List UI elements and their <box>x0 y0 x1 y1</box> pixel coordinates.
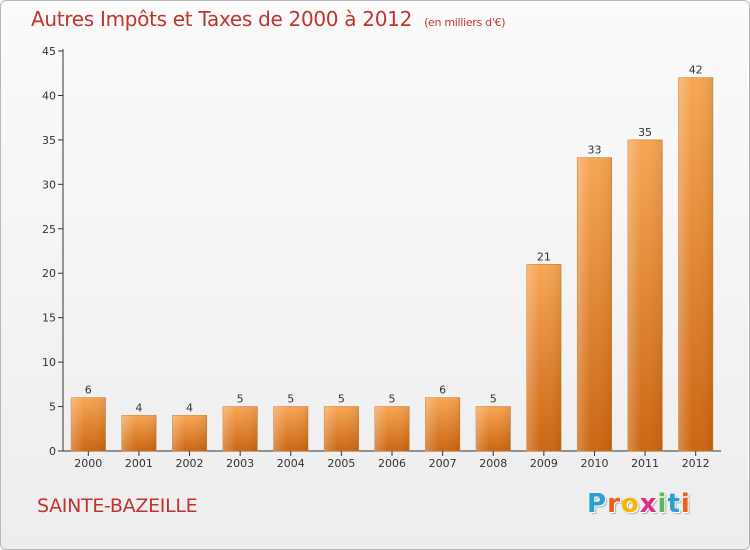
bar-shine <box>71 397 106 451</box>
x-tick-label: 2009 <box>530 457 558 470</box>
bar-shine <box>273 406 308 451</box>
bar-shine <box>678 77 713 452</box>
x-tick-label: 2004 <box>277 457 305 470</box>
commune-name: SAINTE-BAZEILLE <box>37 495 198 517</box>
chart-title-unit: (en milliers d'€) <box>424 16 506 29</box>
bar-value-label: 5 <box>389 393 396 406</box>
y-tick-label: 40 <box>42 89 56 102</box>
bar-value-label: 4 <box>186 401 193 414</box>
x-tick-label: 2003 <box>226 457 254 470</box>
y-tick-label: 30 <box>42 178 56 191</box>
y-tick-label: 35 <box>42 134 56 147</box>
chart-title-main: Autres Impôts et Taxes de 2000 à 2012 <box>31 7 412 31</box>
proxiti-logo: Proxiti <box>587 489 691 519</box>
x-tick-label: 2012 <box>682 457 710 470</box>
bar-value-label: 35 <box>638 126 652 139</box>
bar-shine <box>425 397 460 451</box>
bar-value-label: 6 <box>439 384 446 397</box>
logo-letter: r <box>607 489 621 519</box>
y-tick-label: 5 <box>49 401 56 414</box>
bar-value-label: 4 <box>135 401 142 414</box>
logo-letter: o <box>620 489 640 519</box>
chart-title: Autres Impôts et Taxes de 2000 à 2012 (e… <box>31 7 506 31</box>
x-tick-label: 2001 <box>125 457 153 470</box>
bar-shine <box>577 157 612 451</box>
y-tick-label: 15 <box>42 312 56 325</box>
bar-value-label: 5 <box>338 393 345 406</box>
bar-shine <box>121 415 157 451</box>
bar-value-label: 42 <box>689 64 703 77</box>
bar-value-label: 6 <box>85 384 92 397</box>
logo-letter: P <box>587 489 608 519</box>
x-tick-label: 2008 <box>479 457 507 470</box>
x-tick-label: 2006 <box>378 457 406 470</box>
bar-value-label: 33 <box>587 144 601 157</box>
logo-letter: x <box>639 489 658 519</box>
y-tick-label: 0 <box>49 445 56 458</box>
x-tick-label: 2005 <box>327 457 355 470</box>
x-tick-label: 2010 <box>580 457 608 470</box>
bar-shine <box>627 139 663 451</box>
bar-shine <box>374 406 410 451</box>
y-tick-label: 20 <box>42 267 56 280</box>
bar-value-label: 5 <box>287 393 294 406</box>
logo-letter: i <box>657 489 668 519</box>
bar-value-label: 21 <box>537 250 551 263</box>
bar-shine <box>222 406 258 451</box>
y-tick-label: 10 <box>42 356 56 369</box>
y-tick-label: 45 <box>42 45 56 58</box>
bar-shine <box>172 415 207 451</box>
bar-value-label: 5 <box>490 393 497 406</box>
y-tick-label: 25 <box>42 223 56 236</box>
bar-shine <box>476 406 511 451</box>
bar-shine <box>324 406 359 451</box>
x-tick-label: 2011 <box>631 457 659 470</box>
logo-letter: i <box>680 489 691 519</box>
x-tick-label: 2000 <box>74 457 102 470</box>
bar-shine <box>526 264 562 451</box>
x-tick-label: 2007 <box>429 457 457 470</box>
bar-value-label: 5 <box>237 393 244 406</box>
logo-letter: t <box>667 489 681 519</box>
x-tick-label: 2002 <box>176 457 204 470</box>
